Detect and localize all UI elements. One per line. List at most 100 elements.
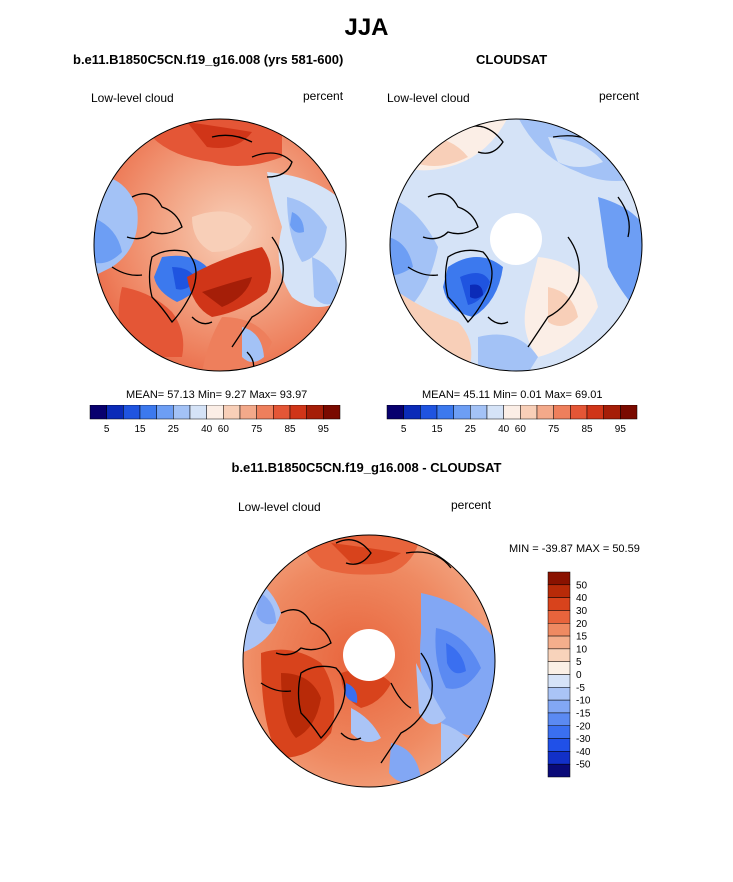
colorbar-swatch	[547, 725, 571, 739]
obs-units-label: percent	[599, 89, 640, 103]
colorbar-tick-label: 5	[104, 424, 110, 435]
figure-title: JJA	[344, 14, 389, 41]
colorbar-tick-label: 5	[401, 424, 407, 435]
colorbar-swatch	[106, 405, 124, 420]
colorbar-tick-label: -50	[576, 760, 591, 771]
colorbar-swatch	[547, 623, 571, 637]
colorbar-swatch	[536, 405, 554, 420]
colorbar-swatch	[386, 405, 404, 420]
diff-panel-title: b.e11.B1850C5CN.f19_g16.008 - CLOUDSAT	[231, 460, 502, 475]
colorbar-tick-label: 10	[576, 644, 588, 655]
colorbar-tick-label: -15	[576, 708, 591, 719]
colorbar-swatch	[239, 405, 257, 420]
model-colorbar: 5 15 25 40 60 75 85 95	[89, 405, 341, 435]
obs-panel-title: CLOUDSAT	[476, 52, 548, 67]
colorbar-swatch	[123, 405, 141, 420]
colorbar-swatch	[547, 661, 571, 675]
colorbar-tick-label: 60	[515, 424, 527, 435]
obs-stats: MEAN= 45.11 Min= 0.01 Max= 69.01	[422, 389, 603, 401]
colorbar-tick-label: 75	[251, 424, 263, 435]
colorbar-swatch	[547, 699, 571, 714]
colorbar-swatch	[547, 687, 571, 701]
colorbar-tick-label: 5	[576, 657, 582, 668]
colorbar-swatch	[323, 405, 341, 420]
colorbar-swatch	[206, 405, 224, 420]
colorbar-tick-label: 15	[576, 632, 588, 643]
colorbar-tick-label: 15	[431, 424, 443, 435]
obs-colorbar: 5 15 25 40 60 75 85 95	[386, 405, 638, 435]
colorbar-swatch	[547, 712, 571, 726]
colorbar-tick-label: 85	[581, 424, 593, 435]
obs-polar-map	[389, 118, 643, 372]
diff-polar-map	[242, 534, 496, 788]
model-stats: MEAN= 57.13 Min= 9.27 Max= 93.97	[126, 389, 308, 401]
colorbar-swatch	[486, 405, 504, 420]
colorbar-swatch	[306, 405, 324, 420]
colorbar-tick-label: 30	[576, 606, 588, 617]
colorbar-swatch	[503, 405, 521, 420]
colorbar-tick-label: 25	[168, 424, 180, 435]
colorbar-swatch	[547, 597, 571, 611]
model-panel-title: b.e11.B1850C5CN.f19_g16.008 (yrs 581-600…	[73, 52, 344, 67]
colorbar-tick-label: 20	[576, 619, 588, 630]
colorbar-swatch	[256, 405, 274, 420]
colorbar-swatch	[89, 405, 107, 420]
diff-units-label: percent	[451, 498, 492, 512]
colorbar-tick-label: 75	[548, 424, 560, 435]
colorbar-swatch	[453, 405, 471, 420]
colorbar-swatch	[547, 674, 571, 688]
colorbar-swatch	[289, 405, 307, 420]
model-units-label: percent	[303, 89, 344, 103]
colorbar-tick-label: -10	[576, 696, 591, 707]
colorbar-swatch	[547, 610, 571, 624]
diff-stats: MIN = -39.87 MAX = 50.59	[509, 543, 640, 555]
colorbar-tick-label: 50	[576, 580, 588, 591]
colorbar-swatch	[156, 405, 174, 420]
colorbar-swatch	[223, 405, 241, 420]
colorbar-swatch	[553, 405, 571, 420]
obs-colorbar-swatches	[386, 405, 638, 420]
colorbar-swatch	[547, 751, 571, 765]
colorbar-tick-label: 15	[134, 424, 146, 435]
colorbar-tick-label: 95	[318, 424, 330, 435]
colorbar-swatch	[470, 405, 488, 420]
model-colorbar-swatches	[89, 405, 341, 420]
colorbar-tick-label: -30	[576, 734, 591, 745]
colorbar-tick-label: -20	[576, 721, 591, 732]
colorbar-tick-label: 40	[498, 424, 510, 435]
colorbar-swatch	[139, 405, 157, 420]
colorbar-swatch	[620, 405, 638, 420]
colorbar-swatch	[570, 405, 588, 420]
colorbar-swatch	[547, 738, 571, 752]
colorbar-swatch	[547, 648, 571, 662]
diff-variable-label: Low-level cloud	[238, 500, 321, 514]
model-polar-map	[93, 118, 347, 372]
colorbar-swatch	[547, 763, 571, 778]
obs-variable-label: Low-level cloud	[387, 91, 470, 105]
colorbar-swatch	[436, 405, 454, 420]
colorbar-tick-label: -40	[576, 747, 591, 758]
colorbar-swatch	[173, 405, 191, 420]
colorbar-tick-label: 40	[201, 424, 213, 435]
colorbar-tick-label: -5	[576, 683, 585, 694]
diff-colorbar-swatches	[547, 571, 571, 778]
colorbar-tick-label: 85	[284, 424, 296, 435]
colorbar-swatch	[603, 405, 621, 420]
colorbar-tick-label: 0	[576, 670, 582, 681]
colorbar-swatch	[189, 405, 207, 420]
colorbar-swatch	[547, 635, 571, 650]
colorbar-swatch	[547, 584, 571, 598]
colorbar-swatch	[586, 405, 604, 420]
colorbar-swatch	[273, 405, 291, 420]
colorbar-swatch	[420, 405, 438, 420]
colorbar-tick-label: 95	[615, 424, 627, 435]
colorbar-tick-label: 25	[465, 424, 477, 435]
colorbar-tick-label: 60	[218, 424, 230, 435]
colorbar-swatch	[403, 405, 421, 420]
model-variable-label: Low-level cloud	[91, 91, 174, 105]
obs-colorbar-labels: 5 15 25 40 60 75 85 95	[401, 424, 626, 435]
colorbar-tick-label: 40	[576, 593, 588, 604]
colorbar-swatch	[547, 571, 571, 586]
